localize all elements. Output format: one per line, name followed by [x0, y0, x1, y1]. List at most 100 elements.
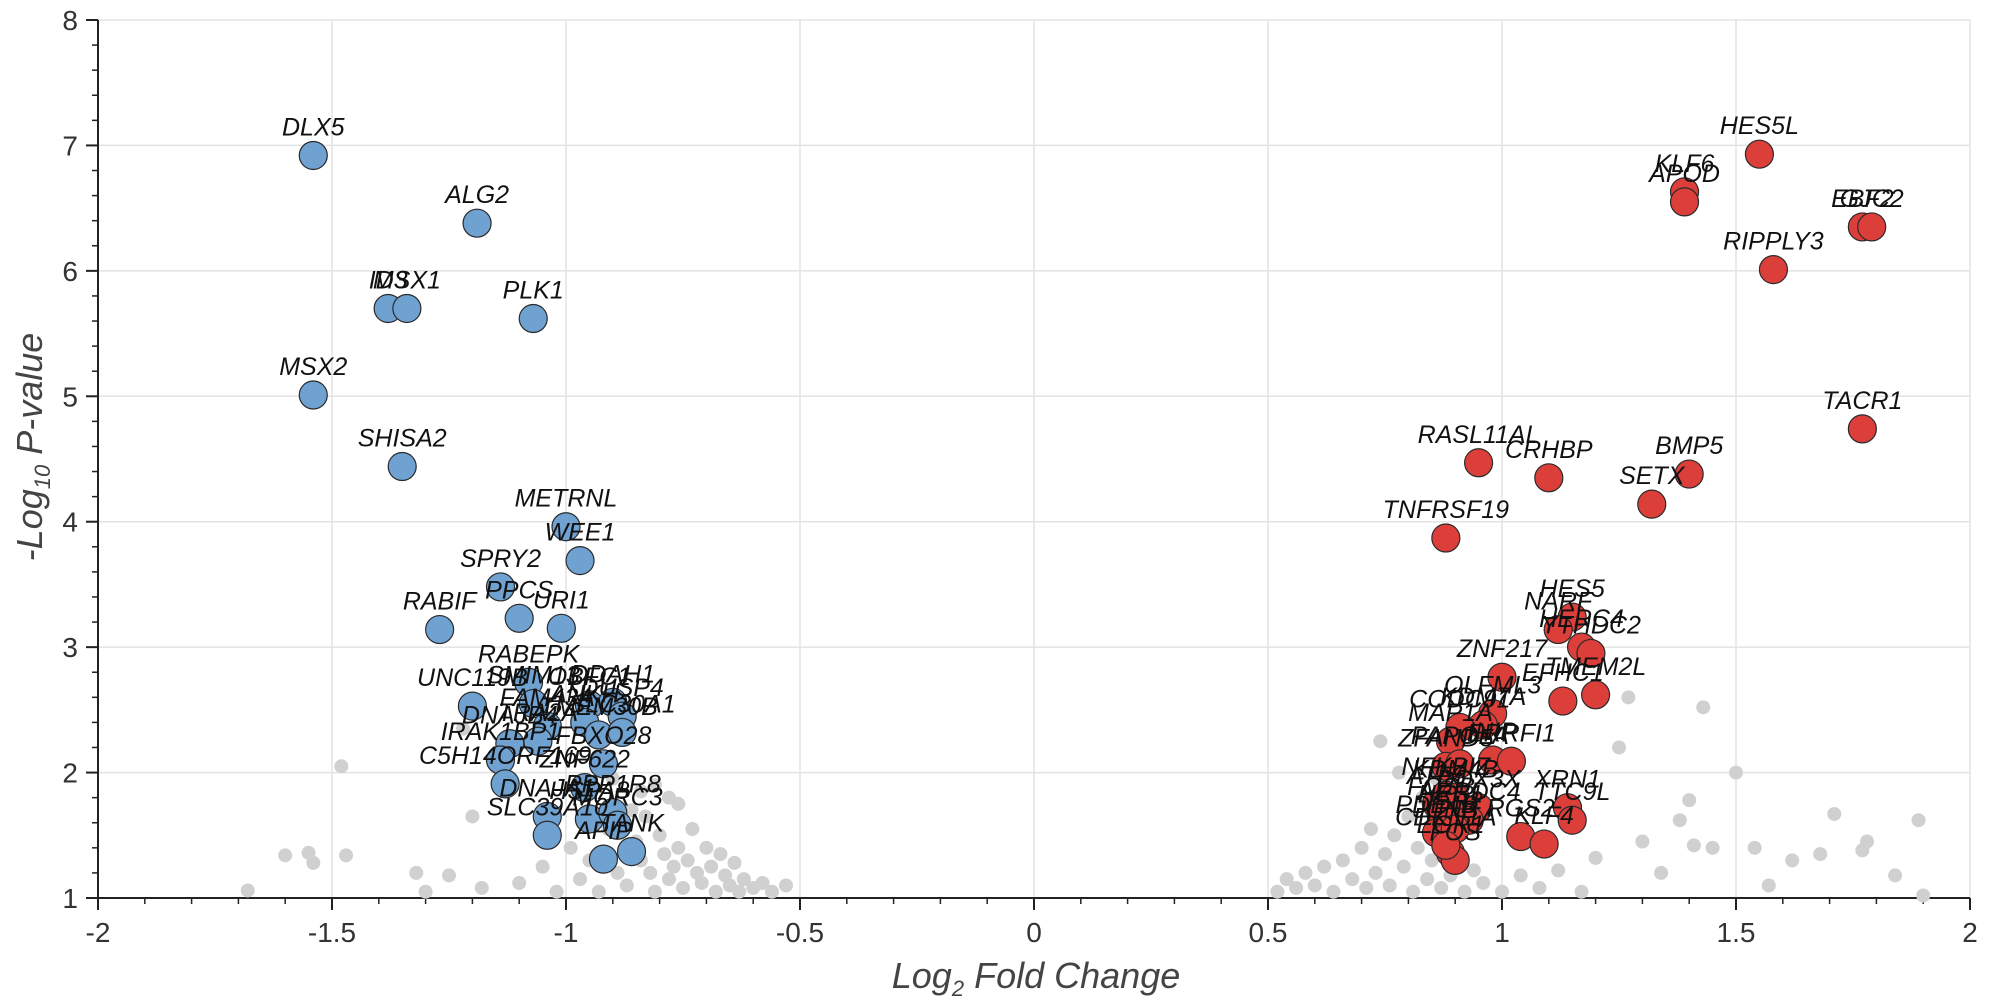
up-gene-label: PDE4B [1395, 791, 1477, 819]
ns-point [736, 872, 751, 887]
ns-point [1495, 884, 1509, 899]
ns-point [1363, 822, 1378, 837]
ns-point [1785, 853, 1800, 868]
ns-point [1401, 809, 1416, 824]
down-gene-label: DNAJB4 [462, 702, 558, 730]
ns-point [643, 865, 658, 880]
y-tick-label: 8 [62, 5, 78, 36]
ns-point [1696, 700, 1711, 715]
up-gene-label: EGR1 [1416, 811, 1484, 839]
ns-point [1326, 884, 1341, 899]
up-gene-label: TMEM2L [1545, 653, 1646, 681]
ns-point [755, 875, 770, 890]
up-gene-point [1487, 662, 1517, 692]
ns-point [409, 865, 424, 880]
up-gene-label: GJC2 [1840, 185, 1904, 213]
down-gene-label: DLX5 [282, 113, 345, 141]
up-gene-point [1445, 749, 1475, 779]
ns-point [671, 840, 686, 855]
ns-point [1335, 853, 1350, 868]
y-tick-label: 5 [62, 381, 78, 412]
ns-point [1345, 872, 1360, 887]
down-gene-label: ALG2 [443, 181, 509, 209]
y-tick-label: 4 [62, 507, 78, 538]
up-gene-label: MAP1A [1408, 699, 1493, 727]
down-gene-point [616, 836, 647, 867]
down-gene-point [392, 293, 422, 324]
up-gene-point [1548, 686, 1578, 716]
down-gene-label: URI1 [533, 586, 590, 614]
ns-point [1378, 847, 1392, 862]
ns-point [1513, 868, 1528, 883]
ns-point [1654, 865, 1669, 880]
ns-point [619, 878, 634, 893]
down-gene-label: MORC3 [572, 783, 662, 811]
ns-point [456, 721, 471, 736]
up-gene-label: KLF4 [1514, 802, 1574, 830]
ns-point [610, 865, 625, 880]
up-gene-point [1857, 212, 1887, 242]
up-gene-label: ATF3 [1405, 762, 1466, 790]
ns-point [1476, 875, 1491, 890]
down-gene-label: ANKH [548, 680, 620, 708]
up-gene-label: APOD [1647, 160, 1720, 188]
ns-point [1434, 880, 1449, 895]
ns-point [1382, 878, 1397, 893]
up-gene-label: ERRFI1 [1467, 719, 1556, 747]
down-gene-label: METRNL [515, 485, 618, 513]
up-gene-label: FOS [1429, 818, 1481, 846]
up-gene-label: ARRDC4 [1416, 778, 1521, 806]
down-gene-point [485, 572, 516, 602]
up-gene-label: TNFRSF19 [1383, 496, 1510, 524]
up-gene-label: EBF2 [1831, 185, 1894, 213]
ns-point [1588, 850, 1603, 865]
down-gene-point [457, 691, 487, 721]
down-gene-label: SLC30A1 [569, 690, 676, 718]
down-gene-label: RABIF [403, 588, 478, 616]
ns-point [680, 853, 695, 868]
ns-point [661, 872, 676, 887]
ns-point [671, 796, 686, 811]
y-axis-title: -Log10 P-value [9, 333, 55, 562]
up-gene-point [1463, 448, 1494, 478]
ns-point [1827, 806, 1842, 821]
down-gene-point [602, 810, 633, 840]
up-gene-point [1534, 463, 1564, 493]
up-gene-label: CRHBP [1505, 436, 1593, 464]
down-gene-label: SHISA2 [358, 425, 447, 453]
up-gene-point [1543, 614, 1573, 645]
ns-point [465, 809, 480, 824]
down-gene-point [387, 451, 417, 482]
down-gene-label: SLC39A10 [487, 793, 608, 821]
ns-point [666, 859, 681, 874]
up-gene-point [1669, 187, 1700, 217]
up-gene-label: YTHDC2 [1541, 611, 1641, 639]
ns-point [764, 884, 779, 899]
down-gene-label: DNAJA1 [499, 774, 595, 802]
up-gene-label: OLFML3 [1444, 672, 1541, 700]
up-gene-label: CDKN1A [1395, 803, 1496, 831]
ns-point [240, 883, 255, 898]
down-gene-point [490, 769, 520, 799]
down-gene-point [607, 717, 637, 748]
up-gene-label: EFHC1 [1522, 659, 1604, 687]
ns-point [676, 880, 690, 895]
ns-point [442, 868, 456, 883]
ns-point [591, 884, 606, 899]
down-gene-point [425, 614, 455, 645]
ns-point [1686, 838, 1701, 853]
down-gene-label: IRAK1BP1 [441, 718, 561, 746]
ns-point [535, 859, 550, 874]
ns-point [727, 855, 742, 870]
down-gene-label: C5H14ORF169 [419, 742, 591, 770]
down-gene-label: PPP1R8 [565, 771, 661, 799]
down-gene-label: TRA2A [498, 699, 579, 727]
ns-point [1289, 880, 1304, 895]
ns-point [699, 840, 714, 855]
up-gene-label: NFKBIZ [1401, 753, 1491, 781]
ns-point [704, 859, 719, 874]
ns-point [1813, 847, 1828, 862]
up-gene-label: HERC4 [1539, 605, 1624, 633]
ns-point [694, 875, 709, 890]
